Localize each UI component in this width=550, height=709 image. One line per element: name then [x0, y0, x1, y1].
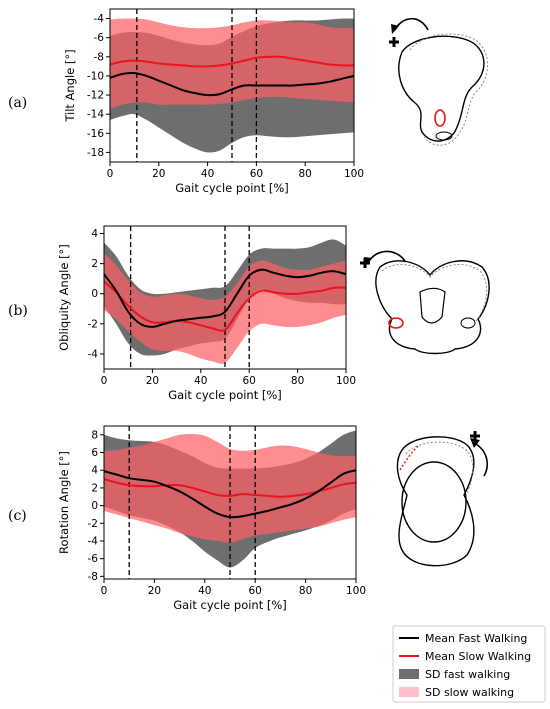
- y-tick-label: -6: [94, 32, 105, 44]
- x-tick-label: 100: [344, 168, 364, 180]
- y-axis-label: Rotation Angle [°]: [57, 451, 71, 554]
- plot-area: [104, 426, 356, 579]
- y-tick-label: -6: [88, 553, 99, 565]
- plus-icon: [470, 431, 480, 441]
- mean-slow-line: [104, 478, 356, 498]
- y-tick-label: -12: [87, 90, 104, 102]
- x-tick-label: 80: [299, 585, 312, 597]
- rotation-arrow-icon: [475, 443, 489, 477]
- plus-icon: [360, 258, 370, 268]
- pelvis-transverse-icon: [396, 431, 489, 567]
- x-axis-label: Gait cycle point [%]: [175, 181, 289, 195]
- panel-label: (c): [8, 508, 27, 524]
- x-tick-label: 20: [152, 168, 165, 180]
- y-tick-label: -8: [88, 571, 98, 583]
- legend-mean-fast-label: Mean Fast Walking: [425, 632, 527, 645]
- x-tick-label: 20: [146, 375, 159, 387]
- x-axis-label: Gait cycle point [%]: [173, 598, 287, 612]
- sd-slow-band: [104, 433, 356, 543]
- y-tick-label: -16: [87, 128, 104, 140]
- y-tick-label: 6: [91, 447, 98, 459]
- x-tick-label: 0: [107, 168, 114, 180]
- y-tick-label: -10: [87, 70, 104, 82]
- y-tick-label: 2: [91, 258, 98, 270]
- x-tick-label: 40: [201, 168, 214, 180]
- mean-fast-line: [104, 469, 356, 519]
- x-tick-label: 40: [198, 585, 211, 597]
- y-tick-label: 4: [91, 228, 98, 240]
- y-tick-label: 4: [91, 465, 98, 477]
- y-tick-label: -2: [88, 318, 98, 330]
- x-tick-label: 0: [101, 375, 108, 387]
- axes-frame: [103, 225, 347, 370]
- y-tick-label: 8: [91, 429, 98, 441]
- x-tick-label: 100: [336, 375, 356, 387]
- y-tick-label: -4: [88, 348, 99, 360]
- pelvis-lateral-icon: [389, 17, 489, 146]
- x-tick-label: 60: [243, 375, 256, 387]
- y-tick-label: 0: [91, 288, 98, 300]
- y-tick-label: -8: [94, 51, 104, 63]
- mean-slow-line: [104, 280, 346, 332]
- legend-mean-slow-label: Mean Slow Walking: [425, 650, 531, 663]
- rotation-arrow-icon: [394, 17, 429, 31]
- pelvis-frontal-icon: [360, 250, 490, 355]
- plus-icon: [389, 37, 399, 47]
- panel-label: (b): [8, 303, 28, 319]
- axes-frame: [103, 425, 357, 580]
- chart-panel-1: 0 20 40 60 80 100 -4 -6 -8 -10 -12 -14 -16 -18 Gait cy…: [8, 8, 364, 195]
- x-axis-label: Gait cycle point [%]: [168, 388, 282, 402]
- x-tick-label: 20: [148, 585, 161, 597]
- x-tick-label: 0: [101, 585, 108, 597]
- legend-sd-fast-label: SD fast walking: [425, 668, 510, 681]
- y-tick-label: -4: [88, 535, 99, 547]
- plot-area: [104, 226, 346, 369]
- y-tick-label: -18: [87, 147, 104, 159]
- legend-sd-fast-swatch: [399, 669, 419, 679]
- axes-frame: [109, 8, 355, 163]
- panel-label: (a): [8, 95, 27, 111]
- mean-fast-line: [104, 268, 346, 328]
- y-tick-label: -2: [88, 518, 98, 530]
- x-tick-label: 60: [250, 168, 263, 180]
- legend-sd-slow-label: SD slow walking: [425, 686, 514, 699]
- legend: Mean Fast Walking Mean Slow Walking SD f…: [392, 625, 546, 703]
- x-tick-label: 60: [249, 585, 262, 597]
- y-tick-label: 2: [91, 482, 98, 494]
- legend-sd-slow-swatch: [399, 687, 419, 697]
- mean-slow-line: [110, 55, 354, 68]
- x-tick-label: 40: [194, 375, 207, 387]
- y-axis-label: Obliquity Angle [°]: [57, 244, 71, 351]
- plot-area: [110, 9, 354, 162]
- y-tick-label: -4: [94, 13, 105, 25]
- x-tick-label: 100: [346, 585, 366, 597]
- y-tick-label: 0: [91, 500, 98, 512]
- x-tick-label: 80: [291, 375, 304, 387]
- y-tick-label: -14: [87, 109, 104, 121]
- mean-fast-line: [110, 72, 354, 97]
- y-axis-label: Tilt Angle [°]: [63, 49, 77, 122]
- x-tick-label: 80: [299, 168, 312, 180]
